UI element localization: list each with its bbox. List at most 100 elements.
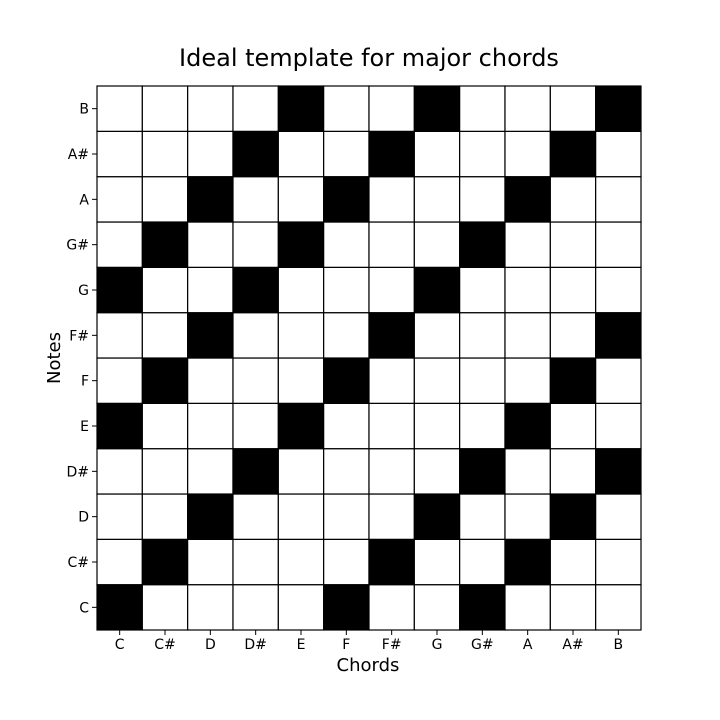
- heatmap-cell-G-G#: [459, 266, 506, 314]
- heatmap-cell-B-A: [504, 85, 551, 132]
- heatmap-cell-G-B: [595, 266, 642, 314]
- heatmap-cell-F#-B: [595, 312, 642, 359]
- heatmap-cell-D-F#: [368, 493, 415, 540]
- heatmap-cell-G-C#: [141, 266, 189, 314]
- heatmap-cell-C-F: [323, 584, 370, 631]
- heatmap-cell-C-G: [413, 584, 461, 631]
- heatmap-cell-E-E: [277, 402, 325, 450]
- heatmap-cell-D#-C#: [141, 448, 189, 495]
- heatmap-cell-E-F#: [368, 402, 415, 450]
- heatmap-cell-A-F#: [368, 176, 415, 223]
- y-tick-label: G#: [66, 238, 89, 254]
- heatmap-cell-G#-E: [277, 221, 325, 268]
- heatmap-cell-G#-G#: [459, 221, 506, 268]
- heatmap-cell-C#-F#: [368, 538, 415, 586]
- heatmap-cell-A-C: [96, 176, 143, 223]
- x-tick-label: D: [205, 637, 216, 653]
- heatmap-cell-A-A#: [549, 176, 597, 223]
- heatmap-cell-D#-G#: [459, 448, 506, 495]
- heatmap-cell-D#-B: [595, 448, 642, 495]
- heatmap-cell-B-G: [413, 85, 461, 132]
- heatmap-cell-D#-F: [323, 448, 370, 495]
- heatmap-cell-C-D: [187, 584, 234, 631]
- heatmap-cell-C-C#: [141, 584, 189, 631]
- y-tick-label: C: [79, 600, 89, 616]
- heatmap-cell-A-F: [323, 176, 370, 223]
- y-tick-label: A#: [68, 147, 89, 163]
- heatmap-cell-B-F: [323, 85, 370, 132]
- y-tick-label: F#: [69, 328, 89, 344]
- heatmap-cell-G-F: [323, 266, 370, 314]
- heatmap-cell-D#-D: [187, 448, 234, 495]
- heatmap-cell-D-G: [413, 493, 461, 540]
- heatmap-cell-C-C: [96, 584, 143, 631]
- heatmap-cell-G#-F: [323, 221, 370, 268]
- heatmap-cell-F#-D#: [232, 312, 279, 359]
- heatmap-cell-F-G: [413, 357, 461, 404]
- heatmap-cell-F#-G#: [459, 312, 506, 359]
- heatmap-cell-G#-D#: [232, 221, 279, 268]
- heatmap-cell-A#-D#: [232, 130, 279, 178]
- y-tick-label: C#: [67, 555, 89, 571]
- heatmap-cell-C#-F: [323, 538, 370, 586]
- heatmap-cell-D-C#: [141, 493, 189, 540]
- heatmap-cell-G-F#: [368, 266, 415, 314]
- heatmap-cell-C-A: [504, 584, 551, 631]
- heatmap-cell-A-A: [504, 176, 551, 223]
- x-tick-label: C: [115, 637, 125, 653]
- heatmap-cell-F#-C: [96, 312, 143, 359]
- heatmap-cell-F-A#: [549, 357, 597, 404]
- heatmap-cell-G-A#: [549, 266, 597, 314]
- heatmap-cell-F-C#: [141, 357, 189, 404]
- heatmap-cell-G#-C#: [141, 221, 189, 268]
- heatmap-cell-F#-C#: [141, 312, 189, 359]
- heatmap-cell-A#-B: [595, 130, 642, 178]
- y-tick-label: E: [80, 419, 89, 435]
- heatmap-cell-E-G: [413, 402, 461, 450]
- heatmap-cell-B-C: [96, 85, 143, 132]
- heatmap-cell-G-A: [504, 266, 551, 314]
- x-tick-label: F#: [382, 637, 402, 653]
- heatmap-cell-D-A: [504, 493, 551, 540]
- heatmap-cell-D#-A#: [549, 448, 597, 495]
- heatmap-cell-C#-D#: [232, 538, 279, 586]
- heatmap-cell-E-C: [96, 402, 143, 450]
- heatmap-cell-G#-F#: [368, 221, 415, 268]
- heatmap-cell-C-G#: [459, 584, 506, 631]
- heatmap-cell-D-F: [323, 493, 370, 540]
- y-tick-label: A: [79, 192, 89, 208]
- heatmap-cell-G#-A#: [549, 221, 597, 268]
- heatmap-cell-F-D#: [232, 357, 279, 404]
- y-axis-label: Notes: [44, 332, 65, 384]
- heatmap-cell-C#-G: [413, 538, 461, 586]
- heatmap-cell-C#-A: [504, 538, 551, 586]
- heatmap-cell-A-C#: [141, 176, 189, 223]
- heatmap-cell-A#-A: [504, 130, 551, 178]
- heatmap-cell-F-D: [187, 357, 234, 404]
- heatmap-cell-G#-D: [187, 221, 234, 268]
- y-tick-label: F: [81, 374, 89, 390]
- heatmap-cell-B-D#: [232, 85, 279, 132]
- heatmap-cell-B-E: [277, 85, 325, 132]
- x-tick-label: C#: [154, 637, 176, 653]
- heatmap-cell-C#-D: [187, 538, 234, 586]
- heatmap-cell-A#-C: [96, 130, 143, 178]
- heatmap-cell-A#-F#: [368, 130, 415, 178]
- heatmap-cell-A#-C#: [141, 130, 189, 178]
- heatmap-cell-E-F: [323, 402, 370, 450]
- heatmap-cell-A#-D: [187, 130, 234, 178]
- heatmap-cell-C-F#: [368, 584, 415, 631]
- heatmap-cell-E-A: [504, 402, 551, 450]
- heatmap-cell-D-B: [595, 493, 642, 540]
- heatmap-cell-A#-G#: [459, 130, 506, 178]
- heatmap-cell-B-F#: [368, 85, 415, 132]
- x-tick-label: G: [432, 637, 443, 653]
- heatmap-cell-F#-E: [277, 312, 325, 359]
- heatmap-cell-F#-D: [187, 312, 234, 359]
- heatmap-cell-C-B: [595, 584, 642, 631]
- heatmap-cell-D-A#: [549, 493, 597, 540]
- heatmap-cell-F#-F#: [368, 312, 415, 359]
- heatmap-cell-F-F: [323, 357, 370, 404]
- heatmap-cell-F#-F: [323, 312, 370, 359]
